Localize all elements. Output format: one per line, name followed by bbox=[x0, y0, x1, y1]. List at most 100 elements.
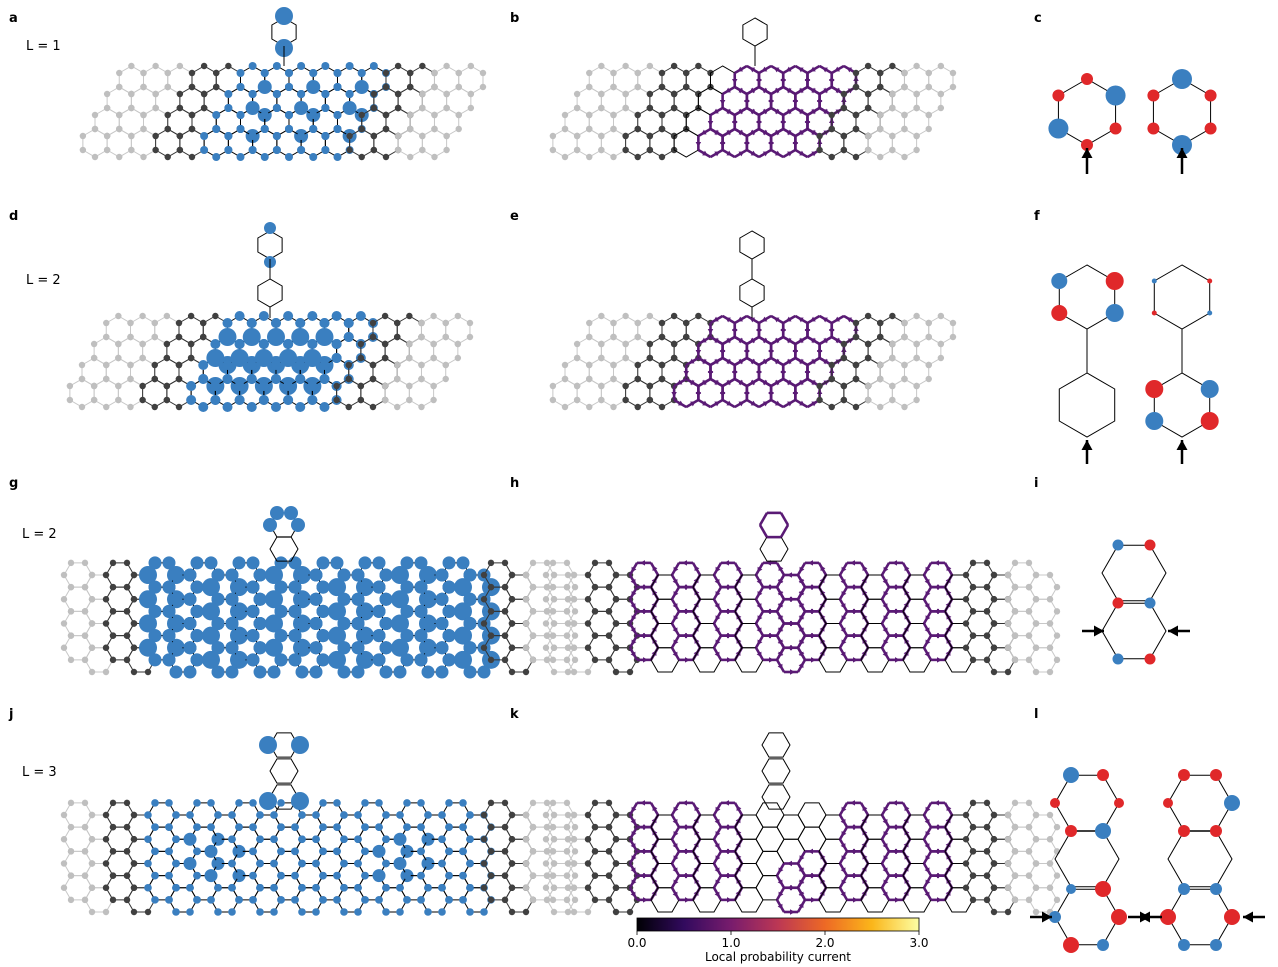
wavefunction-site bbox=[1145, 412, 1164, 430]
wavefunction-site bbox=[236, 153, 245, 161]
lattice-site bbox=[123, 608, 131, 615]
current-arrow bbox=[850, 560, 855, 566]
current-arrow bbox=[731, 371, 738, 376]
lattice-site bbox=[102, 908, 110, 916]
lattice-site bbox=[454, 340, 462, 348]
wavefunction-site bbox=[151, 799, 159, 807]
current-arrow bbox=[840, 867, 846, 874]
lattice-site bbox=[901, 403, 908, 411]
wavefunction-site bbox=[222, 374, 233, 384]
lattice-site bbox=[1011, 632, 1019, 639]
lattice-site bbox=[102, 668, 110, 676]
lattice-site bbox=[584, 836, 592, 843]
wavefunction-site bbox=[345, 62, 354, 70]
wavefunction-site bbox=[193, 799, 201, 807]
current-arrow bbox=[773, 379, 780, 385]
lattice-site bbox=[81, 896, 89, 904]
colorbar-tick-label: 0.0 bbox=[627, 936, 646, 950]
wavefunction-site bbox=[1200, 380, 1219, 398]
wavefunction-site bbox=[224, 90, 233, 98]
lattice-hexagon bbox=[587, 826, 617, 852]
current-arrow bbox=[811, 401, 818, 407]
lattice-site bbox=[109, 848, 117, 855]
wavefunction-site bbox=[459, 799, 467, 807]
current-arrow bbox=[811, 151, 818, 157]
wavefunction-site bbox=[284, 125, 293, 133]
lattice-hexagon bbox=[154, 315, 180, 345]
wavefunction-site bbox=[459, 847, 467, 856]
lattice-site bbox=[550, 571, 558, 579]
lattice-site bbox=[612, 644, 620, 651]
wavefunction-site bbox=[333, 896, 341, 904]
lattice-site bbox=[634, 361, 641, 369]
lattice-site bbox=[612, 908, 620, 916]
lattice-hexagon bbox=[637, 357, 663, 387]
lattice-hexagon bbox=[504, 574, 534, 600]
lattice-site bbox=[508, 860, 516, 867]
wavefunction-site bbox=[214, 908, 222, 916]
lattice-site bbox=[522, 860, 530, 867]
lattice-site bbox=[646, 396, 654, 404]
current-arrow bbox=[761, 338, 768, 344]
lattice-site bbox=[480, 811, 488, 819]
current-arrow bbox=[677, 400, 684, 406]
wavefunction-site bbox=[424, 859, 432, 868]
lattice-site bbox=[487, 848, 495, 855]
lattice-hexagon bbox=[421, 86, 448, 116]
molecule-ring bbox=[1057, 78, 1117, 146]
wavefunction-site bbox=[234, 395, 245, 405]
lattice-site bbox=[573, 90, 581, 98]
wavefunction-site bbox=[421, 616, 435, 630]
wavefunction-site bbox=[316, 629, 330, 643]
wavefunction-site bbox=[424, 908, 432, 916]
lattice-hexagon bbox=[855, 107, 881, 137]
lattice-site bbox=[67, 823, 75, 831]
lattice-site bbox=[612, 620, 620, 627]
current-arrow bbox=[777, 615, 783, 621]
lattice-site bbox=[443, 104, 450, 112]
wavefunction-site bbox=[309, 153, 318, 161]
lattice-drawings bbox=[60, 7, 1265, 953]
lattice-hexagon bbox=[397, 128, 423, 158]
wavefunction-site bbox=[382, 883, 390, 892]
lattice-site bbox=[816, 396, 823, 404]
wavefunction-site bbox=[224, 146, 233, 154]
lattice-site bbox=[529, 656, 537, 664]
current-arrow bbox=[713, 108, 719, 114]
current-arrow bbox=[780, 371, 786, 376]
lattice-site bbox=[543, 872, 551, 879]
wavefunction-site bbox=[212, 153, 221, 161]
wavefunction-site bbox=[214, 883, 222, 892]
lattice-site bbox=[103, 90, 111, 98]
lattice-site bbox=[605, 559, 613, 567]
lattice-site bbox=[913, 90, 920, 98]
lattice-site bbox=[431, 83, 438, 91]
lattice-site bbox=[901, 375, 908, 383]
lattice-site bbox=[382, 153, 390, 161]
lattice-site bbox=[586, 361, 593, 369]
lattice-site bbox=[103, 132, 111, 140]
lattice-site bbox=[591, 896, 599, 904]
lattice-site bbox=[598, 90, 605, 98]
wavefunction-site bbox=[260, 125, 269, 133]
lattice-site bbox=[175, 403, 183, 411]
scattering-hexagon bbox=[462, 814, 492, 840]
wavefunction-site bbox=[1145, 380, 1164, 398]
current-arrow bbox=[787, 151, 793, 157]
lattice-site bbox=[467, 90, 475, 98]
wavefunction-site bbox=[321, 62, 330, 70]
current-arrow bbox=[652, 805, 658, 812]
lattice-hexagon bbox=[587, 802, 617, 828]
lattice-site bbox=[431, 153, 438, 161]
lattice-site bbox=[144, 908, 152, 916]
lattice-site bbox=[549, 632, 557, 639]
lattice-site bbox=[480, 596, 488, 603]
lattice-site bbox=[570, 596, 578, 603]
current-arrow bbox=[707, 371, 714, 376]
lattice-site bbox=[123, 583, 131, 591]
lattice-hexagon bbox=[1028, 887, 1058, 913]
lattice-site bbox=[508, 596, 516, 603]
wavefunction-site bbox=[369, 62, 378, 70]
lattice-site bbox=[116, 69, 123, 77]
lattice-site bbox=[962, 571, 970, 579]
